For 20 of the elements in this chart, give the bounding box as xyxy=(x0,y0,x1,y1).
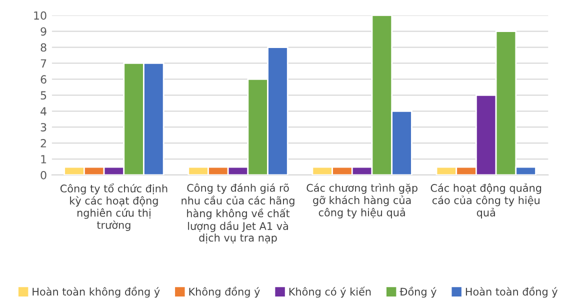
legend-label: Hoàn toàn đồng ý xyxy=(466,286,558,298)
y-tick-label: 4 xyxy=(40,107,46,116)
legend-label: Hoàn toàn không đồng ý xyxy=(32,286,160,298)
y-tick-label: 7 xyxy=(40,59,46,68)
y-tick-label: 1 xyxy=(41,155,46,164)
legend-label: Không đồng ý xyxy=(189,286,260,298)
y-tick-label: 6 xyxy=(40,75,46,84)
legend-label: Không có ý kiến xyxy=(289,286,371,298)
legend-label: Đồng ý xyxy=(400,286,436,298)
y-tick-label: 9 xyxy=(40,27,46,36)
y-tick-label: 8 xyxy=(40,43,46,52)
y-tick-label: 10 xyxy=(34,11,46,20)
x-tick-label: Công ty tổ chức định kỳ các hoạt động nghiên cứu thị trường xyxy=(60,183,168,231)
y-tick-label: 2 xyxy=(40,139,46,148)
x-tick-label: Các hoạt động quảng cáo của công ty hiệu quả xyxy=(430,183,542,219)
y-tick-label: 0 xyxy=(40,170,46,180)
x-tick-label: Các chương trình gặp gỡ khách hàng của công ty hiệu quả xyxy=(306,183,418,218)
x-tick-label: Công ty đánh giá rõ nhu cầu của các hãng hàng không về chất lượng dầu Jet A1 và dịch vụ tra nạp xyxy=(182,183,294,244)
y-tick-label: 3 xyxy=(40,123,46,132)
y-tick-label: 5 xyxy=(40,91,46,100)
